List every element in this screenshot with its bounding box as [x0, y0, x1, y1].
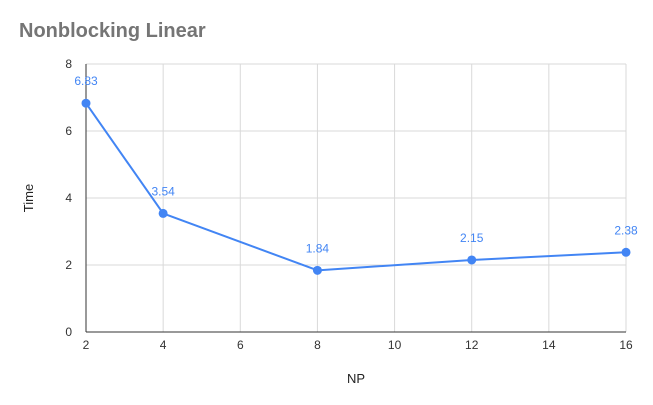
x-tick-label: 6 [237, 338, 244, 352]
x-tick-label: 14 [542, 338, 556, 352]
gridlines [86, 63, 627, 332]
y-tick-label: 2 [65, 258, 72, 272]
data-labels: 6.83 3.54 1.84 2.15 2.38 [74, 74, 638, 255]
data-label: 1.84 [306, 241, 330, 255]
x-axis-title: NP [347, 371, 365, 386]
y-axis-title: Time [21, 184, 36, 212]
data-label: 3.54 [151, 184, 175, 198]
data-point [467, 255, 477, 265]
x-tick-label: 12 [465, 338, 479, 352]
x-tick-label: 16 [619, 338, 633, 352]
data-point [158, 208, 168, 218]
x-tick-label: 2 [83, 338, 90, 352]
data-label: 2.15 [460, 231, 484, 245]
y-tick-label: 4 [65, 191, 72, 205]
data-point [81, 98, 91, 108]
y-tick-label: 6 [65, 124, 72, 138]
series-layer [81, 98, 631, 275]
y-tick-label: 8 [65, 57, 72, 71]
data-point [621, 247, 631, 257]
x-tick-label: 8 [314, 338, 321, 352]
data-label: 2.38 [614, 223, 638, 237]
axes [85, 64, 626, 333]
data-point [312, 265, 322, 275]
data-label: 6.83 [74, 74, 98, 88]
x-tick-label: 10 [388, 338, 402, 352]
chart-title: Nonblocking Linear [19, 20, 206, 42]
y-tick-label: 0 [65, 325, 72, 339]
x-tick-label: 4 [160, 338, 167, 352]
